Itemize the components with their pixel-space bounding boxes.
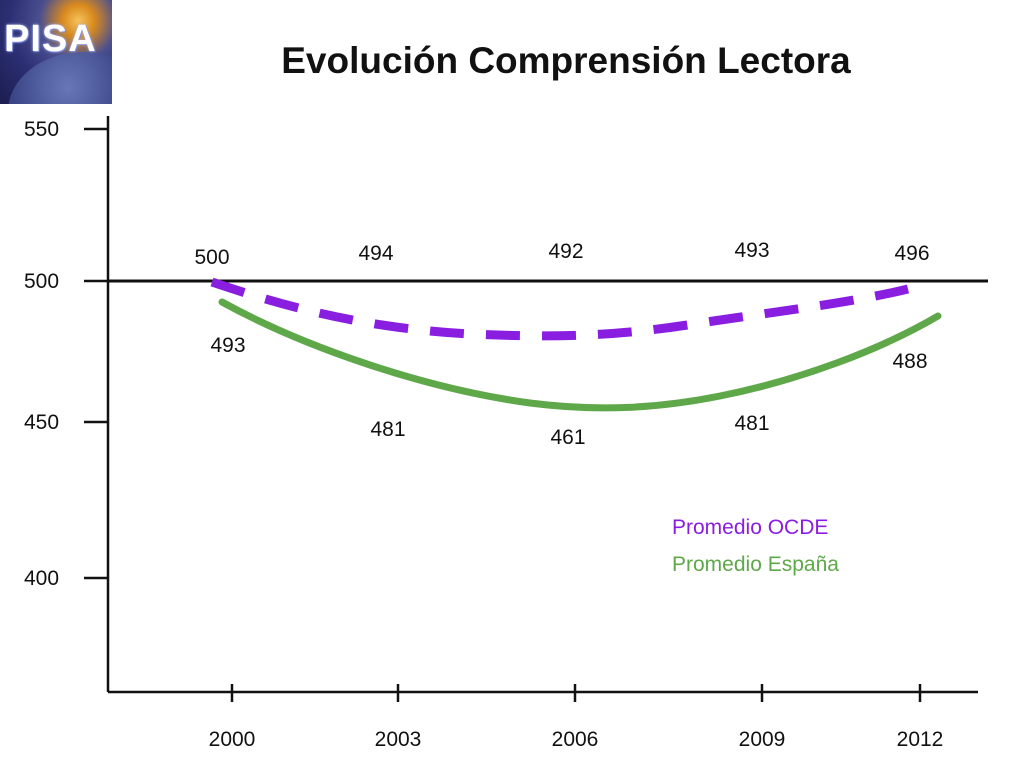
espana-data-label: 481 xyxy=(734,412,769,435)
series-ocde-line xyxy=(210,277,910,341)
logo-text: PISA xyxy=(4,18,97,60)
pisa-logo: PISA xyxy=(0,0,112,104)
y-tick-label: 550 xyxy=(24,118,59,141)
y-tick-label: 450 xyxy=(24,411,59,434)
y-tick-label: 500 xyxy=(24,270,59,293)
ocde-data-label: 494 xyxy=(358,242,393,265)
x-tick-label: 2009 xyxy=(739,728,786,751)
series-espana-line xyxy=(218,298,942,412)
y-tick-label: 400 xyxy=(24,567,59,590)
x-tick-label: 2000 xyxy=(209,728,256,751)
ocde-data-label: 500 xyxy=(194,246,229,269)
ocde-data-label: 493 xyxy=(734,239,769,262)
legend-ocde: Promedio OCDE xyxy=(672,516,829,539)
chart-title: Evolución Comprensión Lectora xyxy=(281,40,851,81)
espana-data-label: 493 xyxy=(210,334,245,357)
ocde-data-label: 496 xyxy=(894,242,929,265)
x-tick-label: 2006 xyxy=(552,728,599,751)
ocde-data-label: 492 xyxy=(548,240,583,263)
espana-data-label: 481 xyxy=(370,418,405,441)
espana-data-label: 461 xyxy=(550,426,585,449)
x-tick-label: 2012 xyxy=(897,728,944,751)
legend-espana: Promedio España xyxy=(672,553,839,576)
x-tick-label: 2003 xyxy=(375,728,422,751)
espana-data-label: 488 xyxy=(892,350,927,373)
